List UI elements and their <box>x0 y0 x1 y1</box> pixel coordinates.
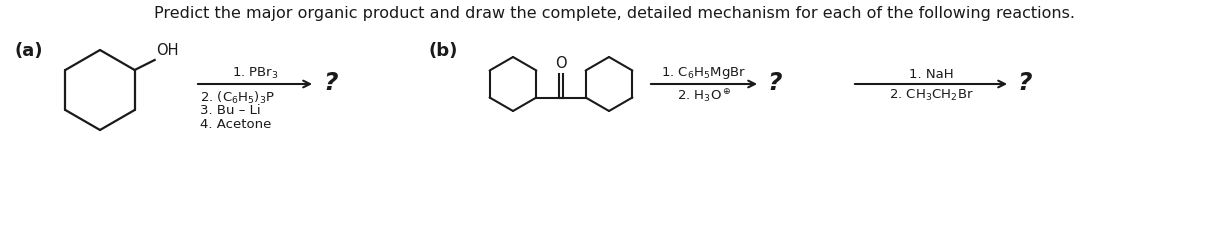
Text: 2. H$_3$O$^\oplus$: 2. H$_3$O$^\oplus$ <box>677 88 731 105</box>
Text: 4. Acetone: 4. Acetone <box>200 118 271 131</box>
Text: (b): (b) <box>429 42 457 60</box>
Text: 1. NaH: 1. NaH <box>909 68 953 81</box>
Text: 1. C$_6$H$_5$MgBr: 1. C$_6$H$_5$MgBr <box>662 65 747 81</box>
Text: 2. (C$_6$H$_5$)$_3$P: 2. (C$_6$H$_5$)$_3$P <box>200 90 275 106</box>
Text: Predict the major organic product and draw the complete, detailed mechanism for : Predict the major organic product and dr… <box>154 6 1074 21</box>
Text: ?: ? <box>323 71 338 95</box>
Text: (a): (a) <box>14 42 43 60</box>
Text: 2. CH$_3$CH$_2$Br: 2. CH$_3$CH$_2$Br <box>889 88 974 103</box>
Text: O: O <box>555 55 567 70</box>
Text: OH: OH <box>156 43 178 58</box>
Text: ?: ? <box>1017 71 1032 95</box>
Text: 1. PBr$_3$: 1. PBr$_3$ <box>232 66 279 81</box>
Text: 3. Bu – Li: 3. Bu – Li <box>200 104 260 117</box>
Text: ?: ? <box>768 71 781 95</box>
